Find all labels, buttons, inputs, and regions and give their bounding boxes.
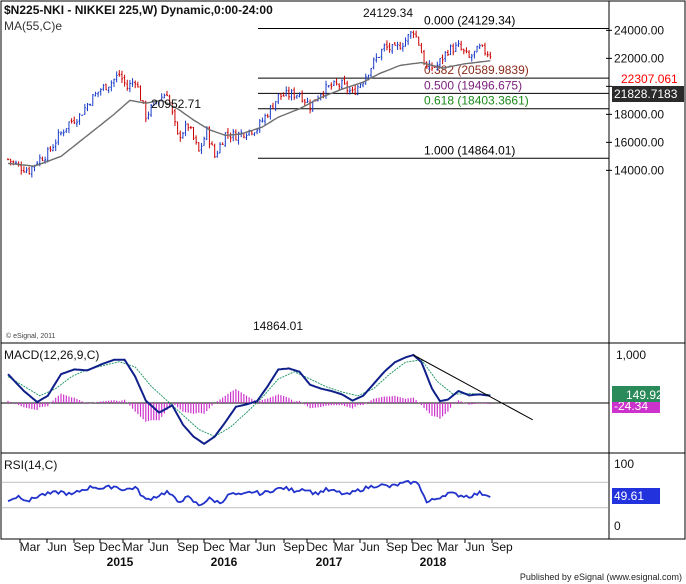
- candlestick-series: [7, 30, 492, 178]
- rsi-panel-border: [0, 452, 686, 540]
- price-panel-border: [0, 0, 686, 344]
- published-by: Published by eSignal (www.esignal.com): [520, 572, 682, 582]
- price-annotation: 24129.34: [363, 6, 413, 20]
- rsi-series: [1, 479, 609, 509]
- month-tick-label: Sep: [177, 540, 199, 554]
- month-tick-label: Mar: [438, 540, 459, 554]
- rsi-value-tag: 49.61: [614, 489, 644, 503]
- ma-value-tag: 21828.7183: [614, 87, 678, 101]
- fib-level-label: 0.000 (24129.34): [424, 14, 515, 28]
- price-tick-label: 16000.00: [614, 135, 664, 149]
- last-price-tag-bg: [612, 71, 684, 87]
- month-tick-label: Dec: [99, 540, 120, 554]
- rsi-tick-label: 0: [614, 519, 621, 533]
- ma-value-tag-bg: [612, 86, 684, 102]
- month-tick-label: Mar: [123, 540, 144, 554]
- month-tick-label: Sep: [283, 540, 305, 554]
- month-tick-label: Sep: [73, 540, 95, 554]
- macd-tick-label: 1,000: [616, 348, 646, 362]
- rsi-title: RSI(14,C): [4, 458, 57, 472]
- histogram-tag-bg: [612, 399, 660, 413]
- macd-title: MACD(12,26,9,C): [4, 348, 99, 362]
- rsi-tick-label: 100: [614, 457, 634, 471]
- year-label: 2016: [211, 555, 238, 569]
- month-tick-label: Dec: [411, 540, 432, 554]
- month-tick-label: Sep: [386, 540, 408, 554]
- year-label: 2015: [107, 555, 134, 569]
- month-tick-label: Dec: [306, 540, 327, 554]
- month-tick-label: Mar: [230, 540, 251, 554]
- year-label: 2018: [420, 555, 447, 569]
- ma-line: [7, 60, 491, 167]
- macd-line: [7, 353, 491, 446]
- price-tick-label: 18000.00: [614, 107, 664, 121]
- last-price-tag: 22307.061: [621, 72, 678, 86]
- price-annotation: 14864.01: [253, 319, 303, 333]
- month-tick-label: Jun: [47, 540, 66, 554]
- month-tick-label: Jun: [360, 540, 379, 554]
- fib-level-label: 0.500 (19496.675): [424, 78, 522, 92]
- month-tick-label: Dec: [203, 540, 224, 554]
- histogram-tag: -24.34: [614, 399, 648, 413]
- month-tick-label: Mar: [20, 540, 41, 554]
- macd-value-tag: 149.92: [626, 388, 663, 402]
- price-annotation: 20952.71: [151, 97, 201, 111]
- price-tick-label: 14000.00: [614, 163, 664, 177]
- macd-signal-line: [7, 359, 491, 438]
- fib-level-label: 0.618 (18403.3661): [424, 94, 529, 108]
- rsi-value-tag-bg: [612, 488, 660, 504]
- month-tick-label: Sep: [491, 540, 513, 554]
- moving-average-line: [7, 60, 491, 167]
- fib-level-label: 1.000 (14864.01): [424, 143, 515, 157]
- axis-labels: 24000.0022000.0020000.0018000.0016000.00…: [19, 6, 664, 569]
- macd-panel-border: [0, 342, 686, 454]
- ma-legend: MA(55,C)e: [4, 19, 62, 33]
- chart-title: $N225-NKI - NIKKEI 225,W) Dynamic,0:00-2…: [4, 3, 273, 17]
- month-tick-label: Jun: [149, 540, 168, 554]
- watermark: © eSignal, 2011: [6, 332, 56, 340]
- macd-value-tag-bg: [612, 386, 660, 402]
- fibonacci-levels: 0.000 (24129.34)0.382 (20589.9839)0.500 …: [258, 14, 609, 159]
- month-tick-label: Mar: [334, 540, 355, 554]
- month-tick-label: Jun: [256, 540, 275, 554]
- year-label: 2017: [316, 555, 343, 569]
- macd-trendline: [413, 354, 533, 421]
- price-tick-label: 22000.00: [614, 51, 664, 65]
- macd-series: [1, 353, 609, 446]
- rsi-line: [7, 479, 491, 507]
- month-tick-label: Jun: [465, 540, 484, 554]
- price-tick-label: 24000.00: [614, 23, 664, 37]
